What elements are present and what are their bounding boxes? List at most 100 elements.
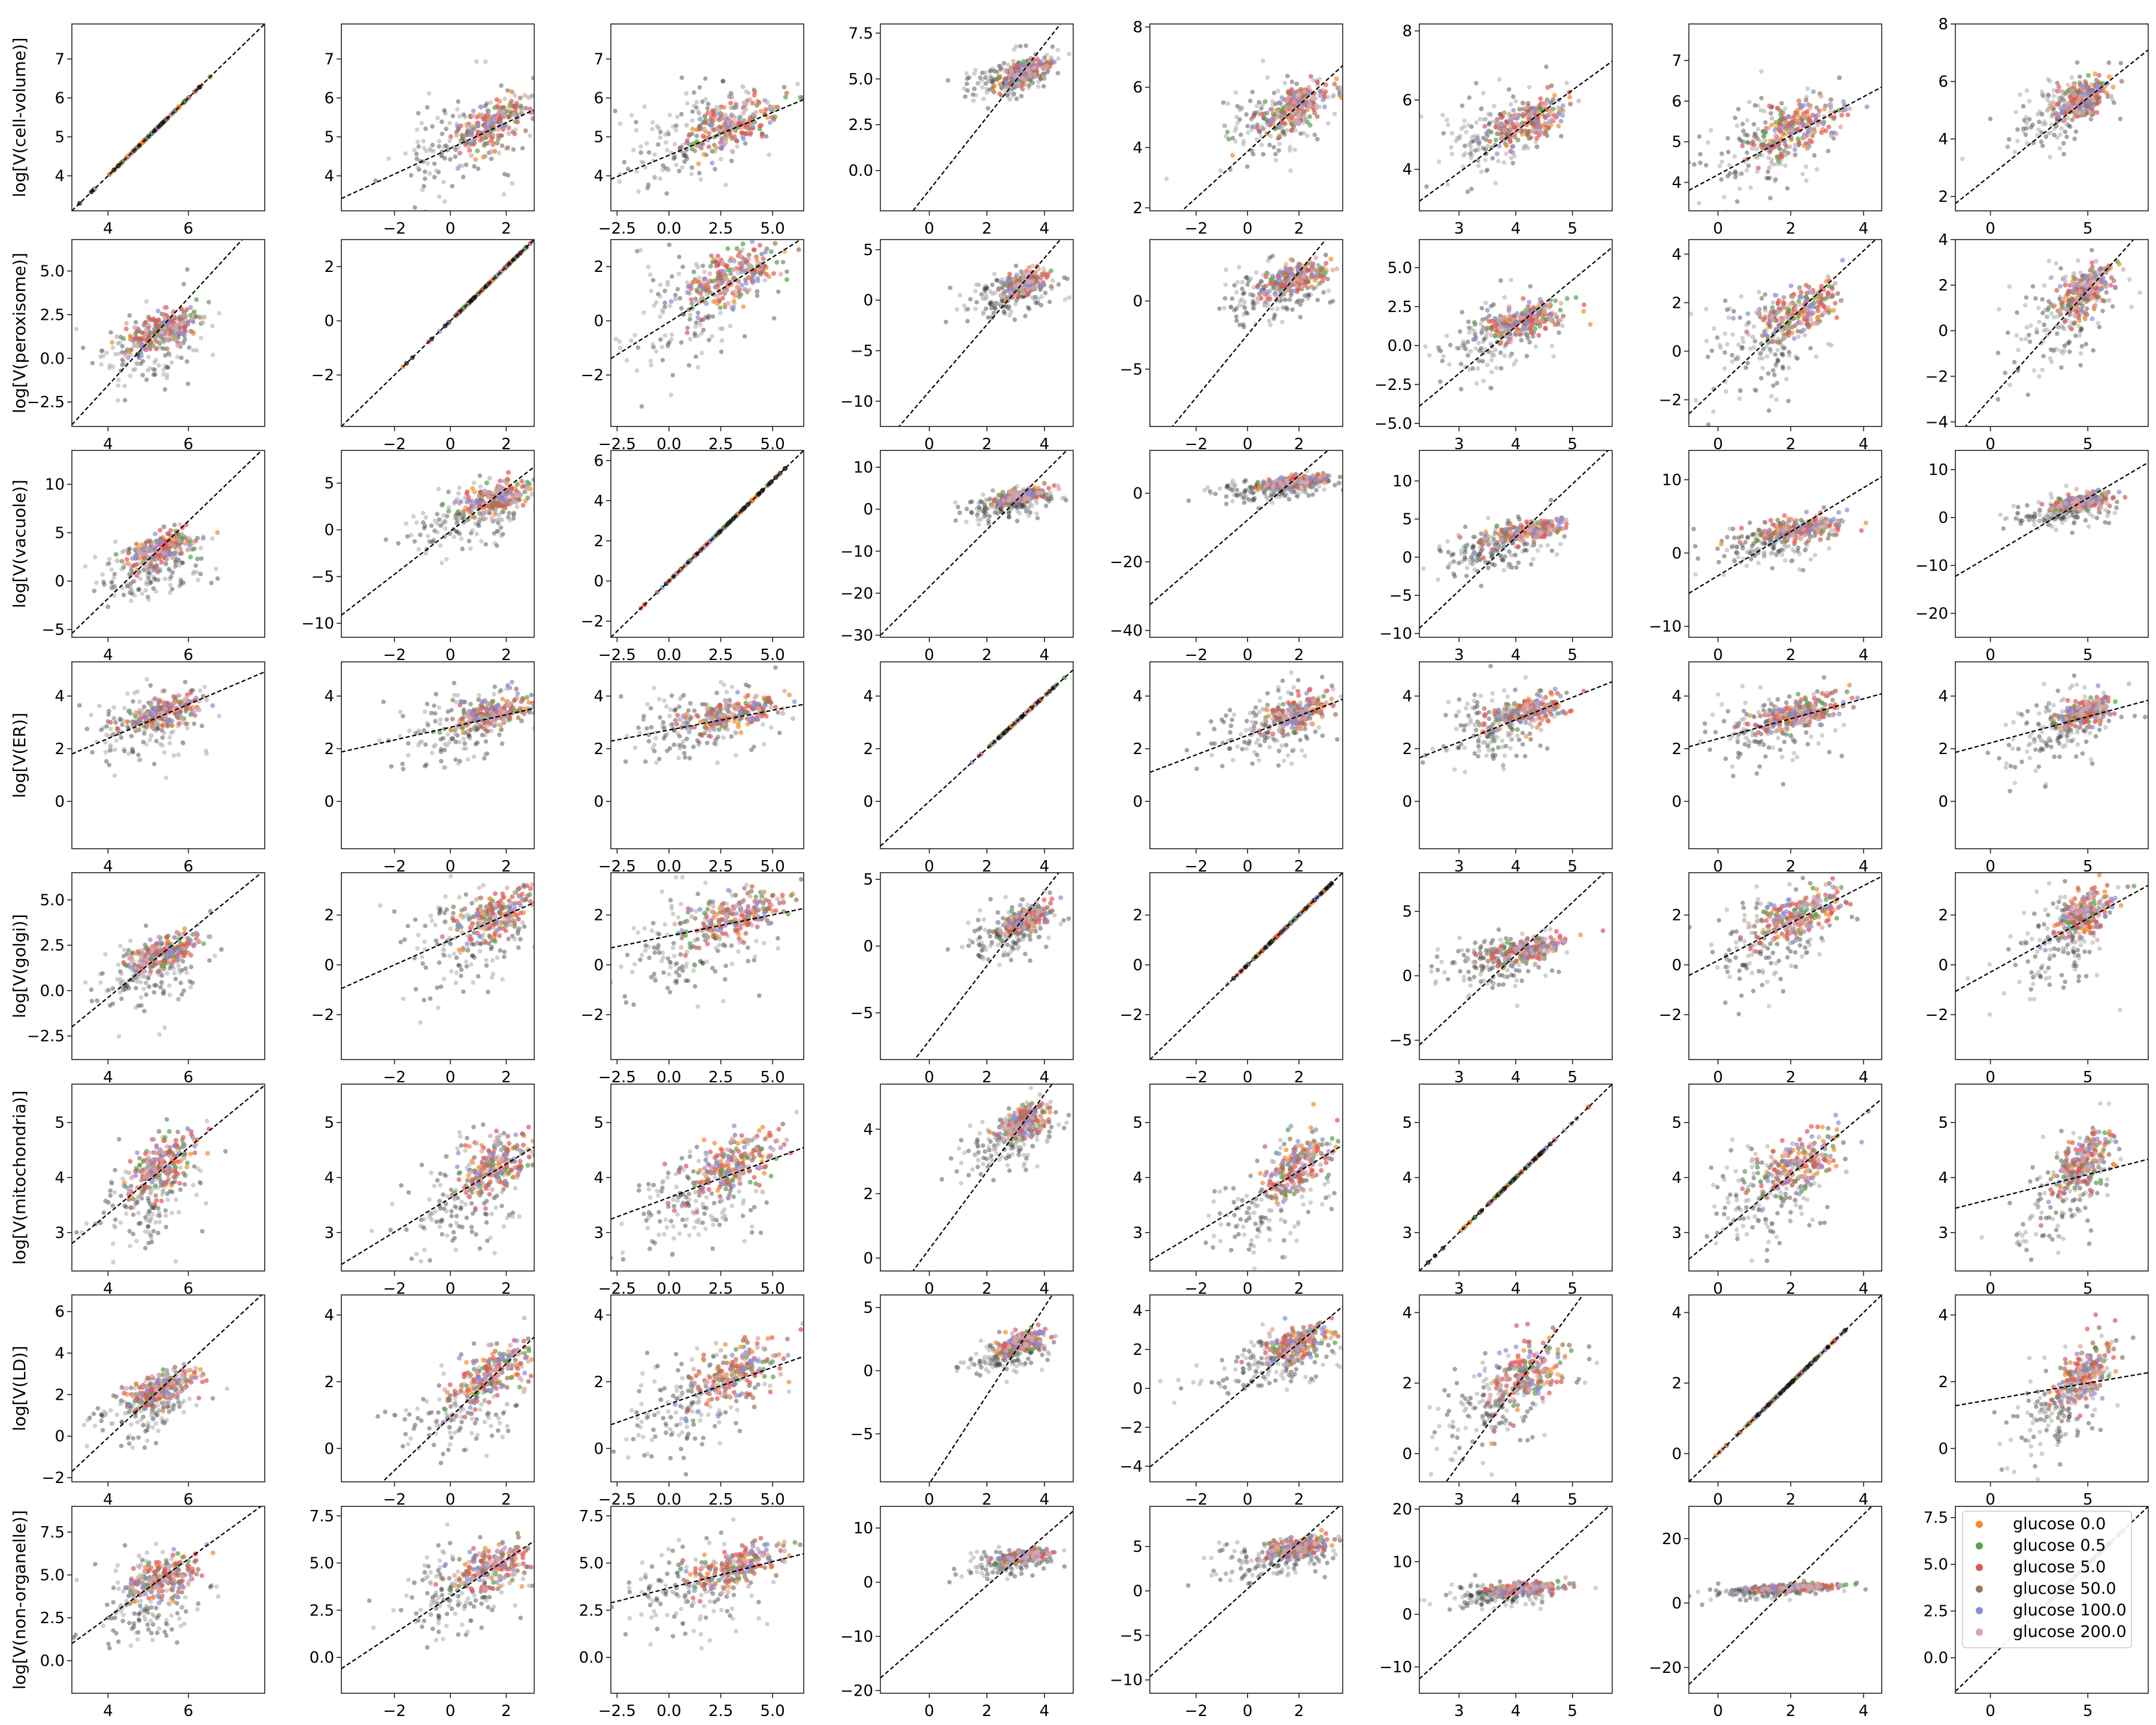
data-point — [1028, 279, 1033, 284]
data-point — [741, 111, 746, 116]
data-point — [992, 290, 998, 295]
data-point — [679, 75, 685, 80]
data-point — [699, 350, 704, 356]
data-point — [505, 145, 510, 150]
data-point — [1780, 346, 1785, 351]
data-point — [1330, 267, 1336, 273]
data-point — [985, 286, 989, 290]
data-point — [1313, 105, 1319, 111]
data-point — [1510, 94, 1516, 99]
data-point — [2051, 88, 2057, 93]
data-point — [1506, 87, 1512, 92]
data-point — [670, 124, 676, 129]
data-point — [1325, 121, 1331, 126]
data-point — [1232, 283, 1237, 288]
data-point — [1811, 89, 1816, 94]
data-point — [715, 111, 720, 117]
data-point — [1533, 326, 1538, 331]
data-point — [689, 301, 694, 306]
data-point — [667, 303, 673, 308]
fit-line — [341, 240, 534, 426]
data-point — [643, 165, 648, 170]
data-point — [1507, 111, 1512, 116]
data-point — [188, 313, 193, 318]
data-point — [680, 264, 685, 270]
data-point — [1502, 344, 1507, 349]
data-point — [2056, 84, 2061, 89]
data-point — [508, 109, 513, 114]
data-point — [771, 271, 776, 276]
data-point — [1789, 128, 1795, 133]
data-point — [1280, 297, 1285, 302]
data-point — [698, 296, 704, 302]
data-point — [1525, 146, 1530, 150]
data-point — [447, 120, 452, 126]
data-point — [153, 367, 158, 373]
data-point — [729, 158, 734, 164]
data-point — [1548, 311, 1553, 317]
data-point — [1737, 396, 1742, 401]
data-point — [662, 288, 667, 293]
fit-line — [1180, 65, 1343, 211]
data-point — [1796, 334, 1801, 339]
data-point — [1487, 120, 1492, 126]
data-point — [1543, 326, 1548, 331]
data-point — [2067, 124, 2073, 129]
data-point — [1549, 108, 1554, 114]
data-point — [162, 315, 167, 320]
y-tick-label: 4 — [324, 168, 334, 186]
data-point — [1801, 114, 1806, 119]
data-point — [1470, 135, 1475, 140]
data-point — [1770, 339, 1775, 344]
data-point — [1240, 280, 1245, 285]
axes-frame — [1149, 23, 1343, 211]
data-point — [1745, 133, 1750, 138]
data-point — [999, 65, 1004, 71]
data-point — [1469, 139, 1474, 144]
data-point — [471, 108, 476, 114]
data-point — [512, 103, 517, 108]
data-point — [1825, 149, 1831, 153]
data-point — [962, 86, 967, 91]
data-point — [1003, 76, 1009, 81]
data-point — [443, 109, 447, 114]
data-point — [1512, 153, 1517, 159]
data-point — [1834, 315, 1839, 320]
x-tick-label: 4 — [1040, 435, 1050, 453]
data-point — [1014, 298, 1019, 303]
data-point — [1038, 59, 1044, 64]
data-point — [437, 194, 442, 199]
data-point — [704, 292, 709, 297]
data-point — [1459, 126, 1464, 131]
data-point — [1792, 143, 1798, 148]
data-point — [1480, 317, 1485, 322]
data-point — [1531, 334, 1536, 339]
data-point — [1283, 121, 1288, 126]
data-point — [159, 311, 165, 317]
data-point — [468, 129, 473, 134]
data-point — [1730, 359, 1735, 364]
data-point — [2025, 141, 2030, 146]
data-point — [795, 81, 800, 86]
data-point — [528, 133, 532, 138]
data-point — [988, 69, 993, 74]
data-point — [997, 91, 1003, 96]
data-point — [782, 249, 787, 254]
data-point — [435, 116, 440, 120]
data-point — [650, 120, 655, 125]
data-point — [997, 63, 1001, 69]
data-point — [164, 346, 169, 352]
data-point — [1005, 92, 1010, 98]
data-point — [2090, 104, 2096, 109]
data-point — [1775, 300, 1780, 305]
data-point — [1766, 125, 1771, 131]
data-point — [1512, 134, 1518, 140]
data-point — [737, 250, 743, 255]
data-point — [1339, 95, 1343, 101]
data-point — [666, 166, 671, 171]
data-point — [1001, 309, 1006, 314]
data-point — [1831, 114, 1837, 120]
data-point — [723, 113, 728, 118]
data-point — [682, 159, 687, 164]
data-point — [188, 305, 193, 310]
